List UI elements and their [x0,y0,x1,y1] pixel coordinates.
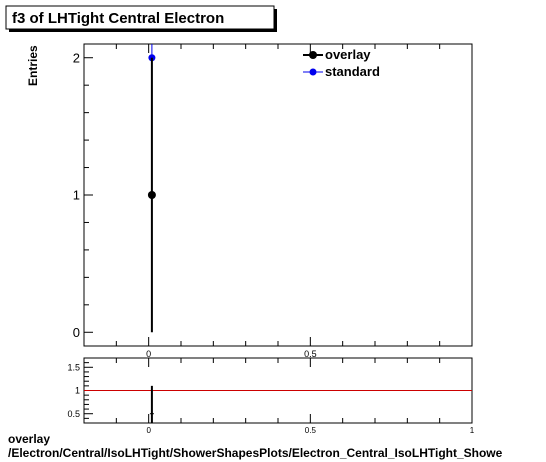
main-y-ticks: 0 1 2 [73,50,93,340]
x-tick-label: 0.5 [304,349,317,359]
y-tick-label: 1.5 [67,362,80,372]
main-data-marks [147,44,156,333]
legend-entry-standard: standard [303,64,380,79]
legend: overlay standard [303,47,380,79]
title-box: f3 of LHTight Central Electron [5,5,277,32]
footer-histogram-name: overlay [8,432,51,446]
y-tick-label: 0.5 [67,409,80,419]
ratio-data-marks [84,385,472,423]
legend-label-overlay: overlay [325,47,371,62]
y-tick-label: 1 [73,188,80,203]
ratio-x-ticks: 0 0.5 1 [83,358,475,435]
footer-histogram-path: /Electron/Central/IsoLHTight/ShowerShape… [8,446,503,460]
chart-title: f3 of LHTight Central Electron [12,10,224,27]
x-tick-label: 0 [146,349,151,359]
legend-entry-overlay: overlay [303,47,371,62]
data-point [147,191,156,199]
y-tick-label: 0 [73,325,80,340]
ratio-y-ticks: 0.5 1 1.5 [67,357,93,424]
y-tick-label: 1 [75,386,80,396]
legend-label-standard: standard [325,64,380,79]
main-x-ticks: 0 0.5 [83,44,473,359]
y-tick-label: 2 [73,50,80,65]
y-axis-label: Entries [26,45,40,86]
x-tick-label: 1 [470,426,475,435]
x-tick-label: 0 [146,426,151,435]
main-plot-frame [83,43,473,347]
x-tick-label: 0.5 [305,426,317,435]
